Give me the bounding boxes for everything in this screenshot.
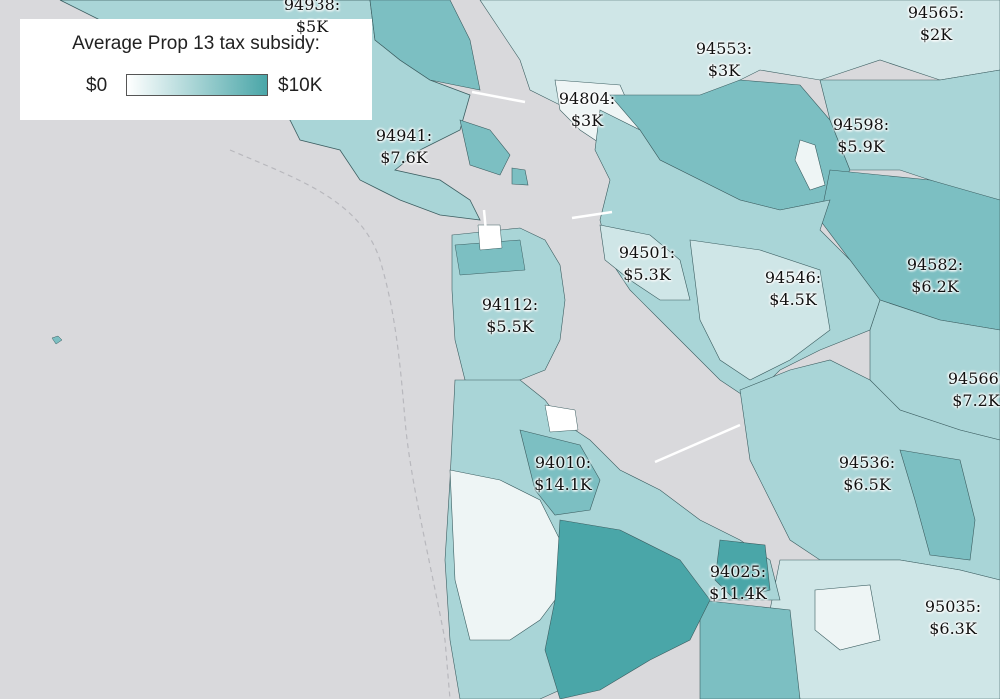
zip-label: 94536: $6.5K <box>838 453 896 494</box>
region-mountain-view <box>699 599 801 699</box>
region-unincorporated <box>794 139 826 191</box>
zip-label: 94582: $6.2K <box>906 255 964 296</box>
region-woodside <box>544 519 711 699</box>
zip-label: 94565: $2K <box>907 3 965 44</box>
zip-label: 94025: $11.4K <box>709 562 767 603</box>
zip-label: 94010: $14.1K <box>534 453 592 494</box>
zip-label: 94546: $4.5K <box>764 268 822 309</box>
zip-label: 94112: $5.5K <box>481 295 539 336</box>
zip-label: 94938: $5K <box>283 0 341 36</box>
legend-color-bar <box>126 74 268 96</box>
legend-title: Average Prop 13 tax subsidy: <box>72 33 320 54</box>
zip-label: 94501: $5.3K <box>618 243 676 284</box>
region-angel-island <box>511 167 529 186</box>
region-presidio <box>477 224 503 251</box>
legend-min-label: $0 <box>86 75 108 96</box>
zip-label: 95035: $6.3K <box>924 597 982 638</box>
zip-label: 94566: $7.2K <box>947 369 1000 410</box>
bay-bridge <box>571 210 613 220</box>
region-menlo-park <box>714 539 771 601</box>
region-tiburon <box>459 119 511 176</box>
region-fremont-hills <box>899 449 976 561</box>
zip-label: 94553: $3K <box>695 39 753 80</box>
zip-label: 94804: $3K <box>558 89 616 130</box>
region-hillsborough <box>519 429 601 516</box>
region-farallon <box>51 335 63 345</box>
region-alameda <box>599 224 691 301</box>
legend: Average Prop 13 tax subsidy: $0 $10K <box>20 19 372 120</box>
region-sfo <box>544 404 579 433</box>
san-mateo-bridge <box>654 423 741 464</box>
region-north-marin <box>369 0 481 91</box>
region-castro-valley <box>689 239 831 381</box>
region-alviso <box>814 584 881 651</box>
legend-max-label: $10K <box>278 75 323 96</box>
offshore-boundary <box>229 149 451 699</box>
richmond-bridge <box>471 90 526 104</box>
zip-label: 94598: $5.9K <box>832 115 890 156</box>
zip-label: 94941: $7.6K <box>375 126 433 167</box>
golden-gate-bridge <box>482 209 488 233</box>
